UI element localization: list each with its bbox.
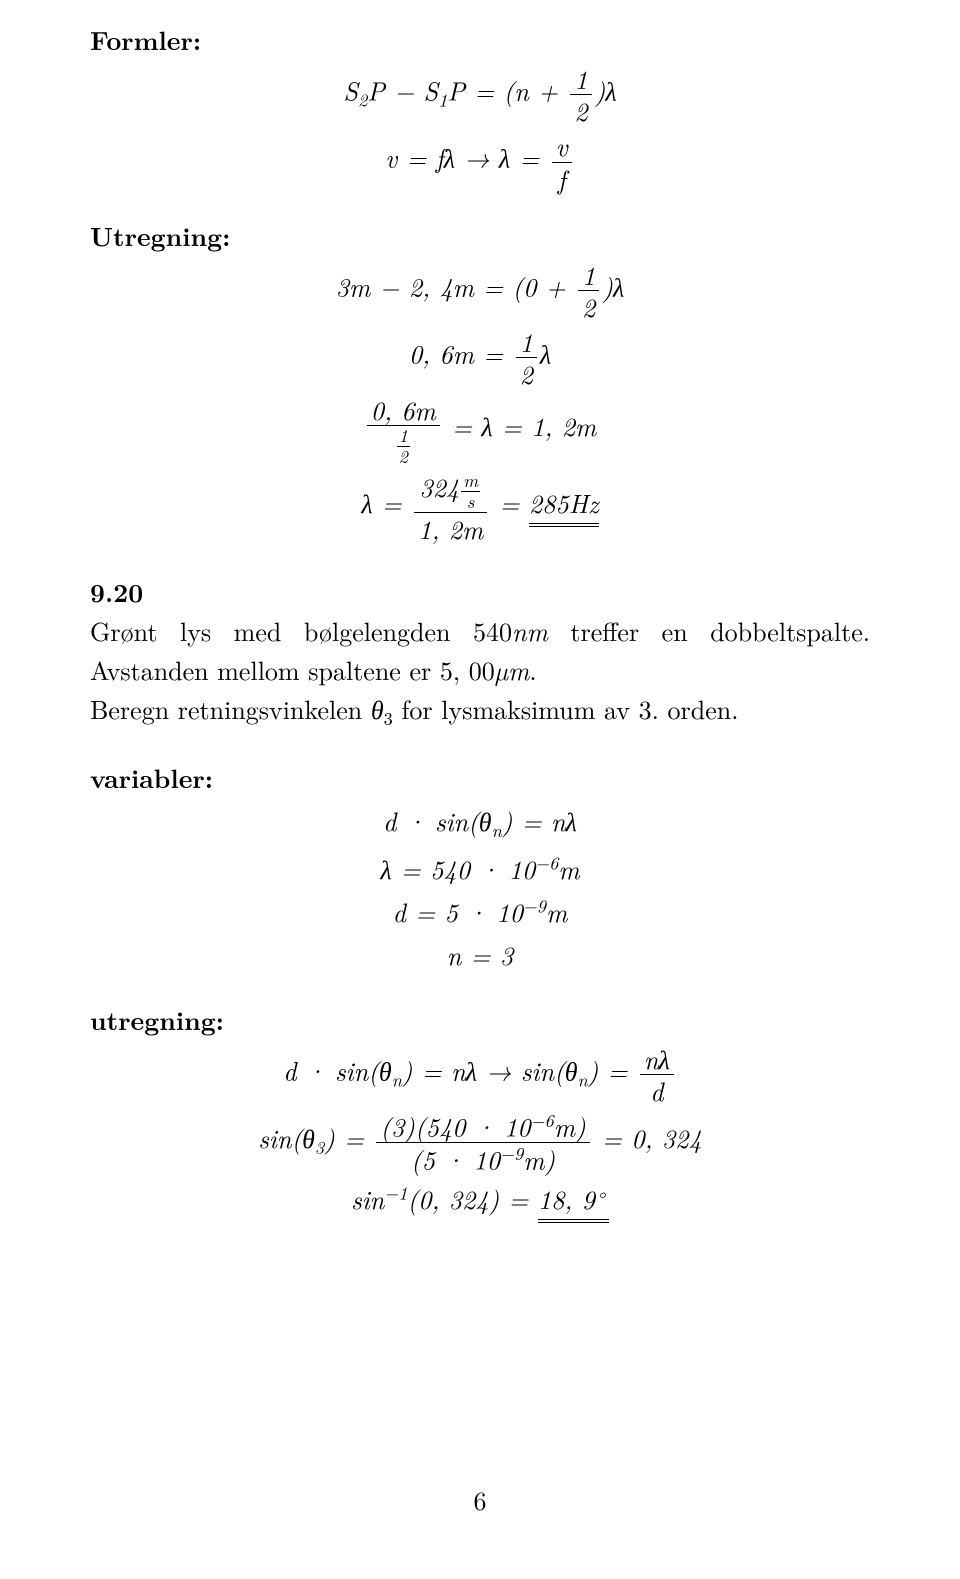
- text: .: [529, 651, 536, 688]
- text: 1: [516, 326, 537, 358]
- text: 324: [419, 468, 459, 505]
- text: 0, 6m =: [409, 334, 513, 371]
- text: −9: [500, 1141, 523, 1166]
- result: 18, 9: [538, 1180, 595, 1217]
- text: 1, 2m: [414, 513, 487, 544]
- equation: 3m − 2, 4m = (0 + 12)λ: [90, 259, 870, 322]
- text: 3: [315, 1135, 324, 1160]
- text: v: [552, 130, 572, 162]
- text: d = 5 · 10: [393, 893, 523, 930]
- text: λ = 540 · 10: [380, 850, 535, 887]
- heading-variabler: variabler:: [90, 758, 870, 797]
- heading-utregning: Utregning:: [90, 216, 870, 255]
- text: n: [577, 1067, 587, 1092]
- text: (3)(540 · 10: [380, 1108, 530, 1145]
- text: 3: [384, 705, 393, 731]
- text: )λ: [595, 71, 617, 108]
- equation: sin(θ3) = (3)(540 · 10−6m)(5 · 10−9m) = …: [90, 1110, 870, 1175]
- text: P − S: [367, 71, 438, 108]
- text: for lysmaksimum av 3. orden.: [393, 690, 739, 727]
- problem-statement: 9.20 Grønt lys med bølgelengden 540nm tr…: [90, 572, 870, 732]
- text: ) = nλ: [502, 802, 577, 839]
- equation: d · sin(θn) = nλ → sin(θn) = nλd: [90, 1043, 870, 1106]
- text: m: [546, 893, 567, 930]
- text: nm: [512, 612, 548, 649]
- text: λ =: [361, 484, 411, 521]
- text: −9: [523, 893, 546, 918]
- text: Beregn retningsvinkelen: [90, 690, 371, 727]
- text: (5 · 10: [411, 1141, 500, 1178]
- equation: λ = 324ms1, 2m = 285Hz: [90, 471, 870, 544]
- equation: 0, 6m12 = λ = 1, 2m: [90, 394, 870, 467]
- equation: d · sin(θn) = nλ: [90, 801, 870, 844]
- result: 285Hz: [529, 484, 599, 527]
- text: d · sin(θ: [383, 802, 491, 839]
- text: (0, 324) =: [408, 1180, 538, 1217]
- text: m): [523, 1141, 555, 1178]
- page-number: 6: [0, 1480, 960, 1519]
- text: ) =: [588, 1051, 637, 1088]
- text: µm: [495, 651, 530, 688]
- heading-utregning-2: utregning:: [90, 1000, 870, 1039]
- equation: d = 5 · 10−9m: [90, 892, 870, 931]
- text: 1: [578, 259, 599, 291]
- text: S: [343, 71, 358, 108]
- text: d · sin(θ: [283, 1051, 391, 1088]
- text: 2: [397, 447, 410, 467]
- text: n: [492, 819, 502, 844]
- text: v = fλ → λ =: [385, 139, 548, 176]
- text: m): [554, 1108, 586, 1145]
- text: 3m − 2, 4m = (0 +: [336, 267, 575, 304]
- text: sin(θ: [258, 1119, 315, 1156]
- text: n: [392, 1067, 402, 1092]
- text: = λ = 1, 2m: [443, 407, 597, 444]
- text: 1: [570, 63, 591, 95]
- text: s: [461, 492, 480, 512]
- text: nλ: [640, 1043, 674, 1075]
- equation: λ = 540 · 10−6m: [90, 849, 870, 888]
- text: sin: [351, 1180, 384, 1217]
- text: )λ: [602, 267, 624, 304]
- document-page: Formler: S2P − S1P = (n + 12)λ v = fλ → …: [0, 0, 960, 1579]
- text: 2: [358, 87, 367, 112]
- text: P = (n +: [447, 71, 567, 108]
- equation: v = fλ → λ = vf: [90, 130, 870, 193]
- text: 2: [578, 291, 599, 322]
- text: = 0, 324: [593, 1119, 702, 1156]
- text: Grønt lys med bølgelengden 540: [90, 612, 512, 649]
- equation: 0, 6m = 12λ: [90, 326, 870, 389]
- text: −1: [384, 1180, 407, 1205]
- text: −6: [531, 1108, 554, 1133]
- text: 2: [516, 358, 537, 389]
- heading-formler: Formler:: [90, 20, 870, 59]
- text: 0, 6m: [367, 394, 440, 426]
- text: −6: [535, 850, 558, 875]
- text: d: [640, 1075, 674, 1106]
- text: λ: [540, 334, 551, 371]
- text: 1: [438, 87, 447, 112]
- text: 2: [570, 95, 591, 126]
- text: ◦: [595, 1180, 609, 1205]
- text: ) = nλ → sin(θ: [402, 1051, 578, 1088]
- equation: sin−1(0, 324) = 18, 9◦: [90, 1179, 870, 1218]
- text: =: [490, 484, 529, 521]
- equation: S2P − S1P = (n + 12)λ: [90, 63, 870, 126]
- text: ) =: [324, 1119, 373, 1156]
- text: n = 3: [447, 935, 513, 974]
- equation: n = 3: [90, 935, 870, 974]
- text: θ: [371, 690, 384, 727]
- text: f: [552, 163, 572, 194]
- section-number: 9.20: [90, 573, 143, 610]
- text: m: [558, 850, 579, 887]
